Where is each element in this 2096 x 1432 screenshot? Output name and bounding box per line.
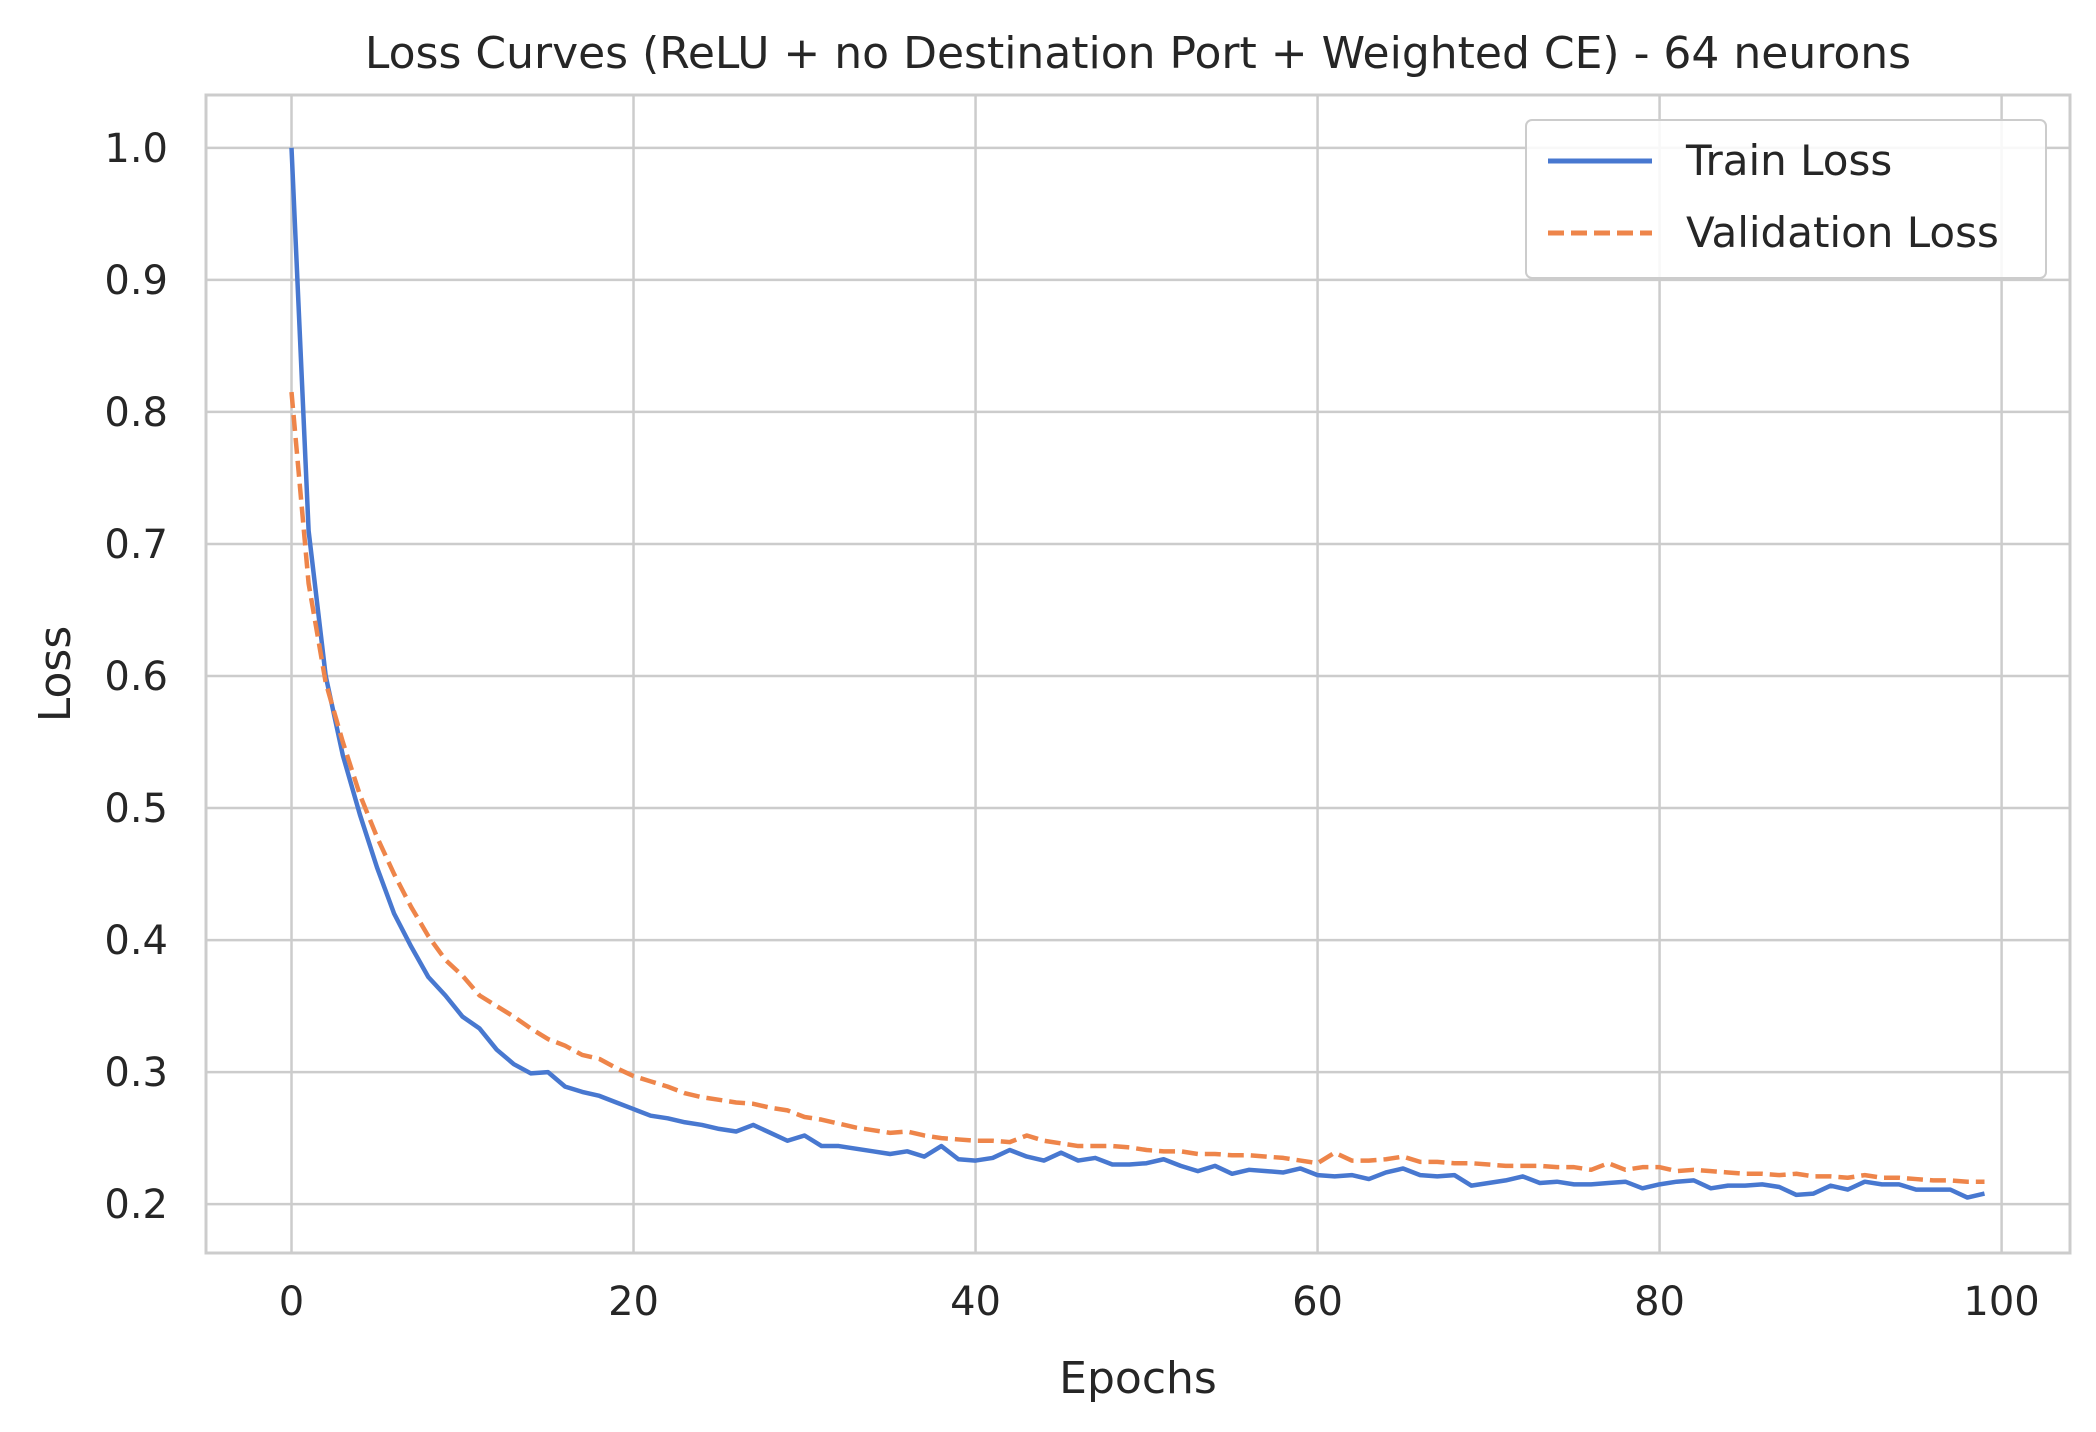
y-tick-label: 0.7 — [104, 522, 168, 568]
y-tick-labels: 0.2 0.3 0.4 0.5 0.6 0.7 0.8 0.9 1.0 — [104, 126, 168, 1228]
y-tick-label: 0.8 — [104, 390, 168, 436]
x-tick-label: 60 — [1292, 1279, 1343, 1325]
x-tick-label: 40 — [950, 1279, 1001, 1325]
legend-label-train: Train Loss — [1685, 136, 1892, 185]
x-tick-labels: 0 20 40 60 80 100 — [279, 1279, 2040, 1325]
chart-title: Loss Curves (ReLU + no Destination Port … — [365, 28, 1911, 79]
x-tick-label: 0 — [279, 1279, 304, 1325]
x-tick-label: 100 — [1963, 1279, 2039, 1325]
legend: Train Loss Validation Loss — [1525, 119, 2047, 279]
series-lines — [289, 147, 1986, 1200]
legend-box — [1525, 119, 2047, 279]
grid-lines — [206, 95, 2070, 1253]
series-line-train-loss — [289, 147, 1986, 1200]
y-tick-label: 0.6 — [104, 654, 168, 700]
x-axis-label: Epochs — [1059, 1353, 1217, 1404]
x-tick-label: 20 — [608, 1279, 659, 1325]
y-tick-label: 1.0 — [104, 126, 168, 172]
series-line-validation-loss — [289, 391, 1985, 1184]
y-tick-label: 0.4 — [104, 918, 168, 964]
y-tick-label: 0.2 — [104, 1182, 168, 1228]
y-axis-label: Loss — [30, 626, 81, 723]
y-tick-label: 0.3 — [104, 1050, 168, 1096]
x-tick-label: 80 — [1634, 1279, 1685, 1325]
plot-frame — [204, 93, 2072, 1255]
legend-label-validation: Validation Loss — [1686, 208, 1999, 257]
y-tick-label: 0.9 — [104, 258, 168, 304]
y-tick-label: 0.5 — [104, 786, 168, 832]
